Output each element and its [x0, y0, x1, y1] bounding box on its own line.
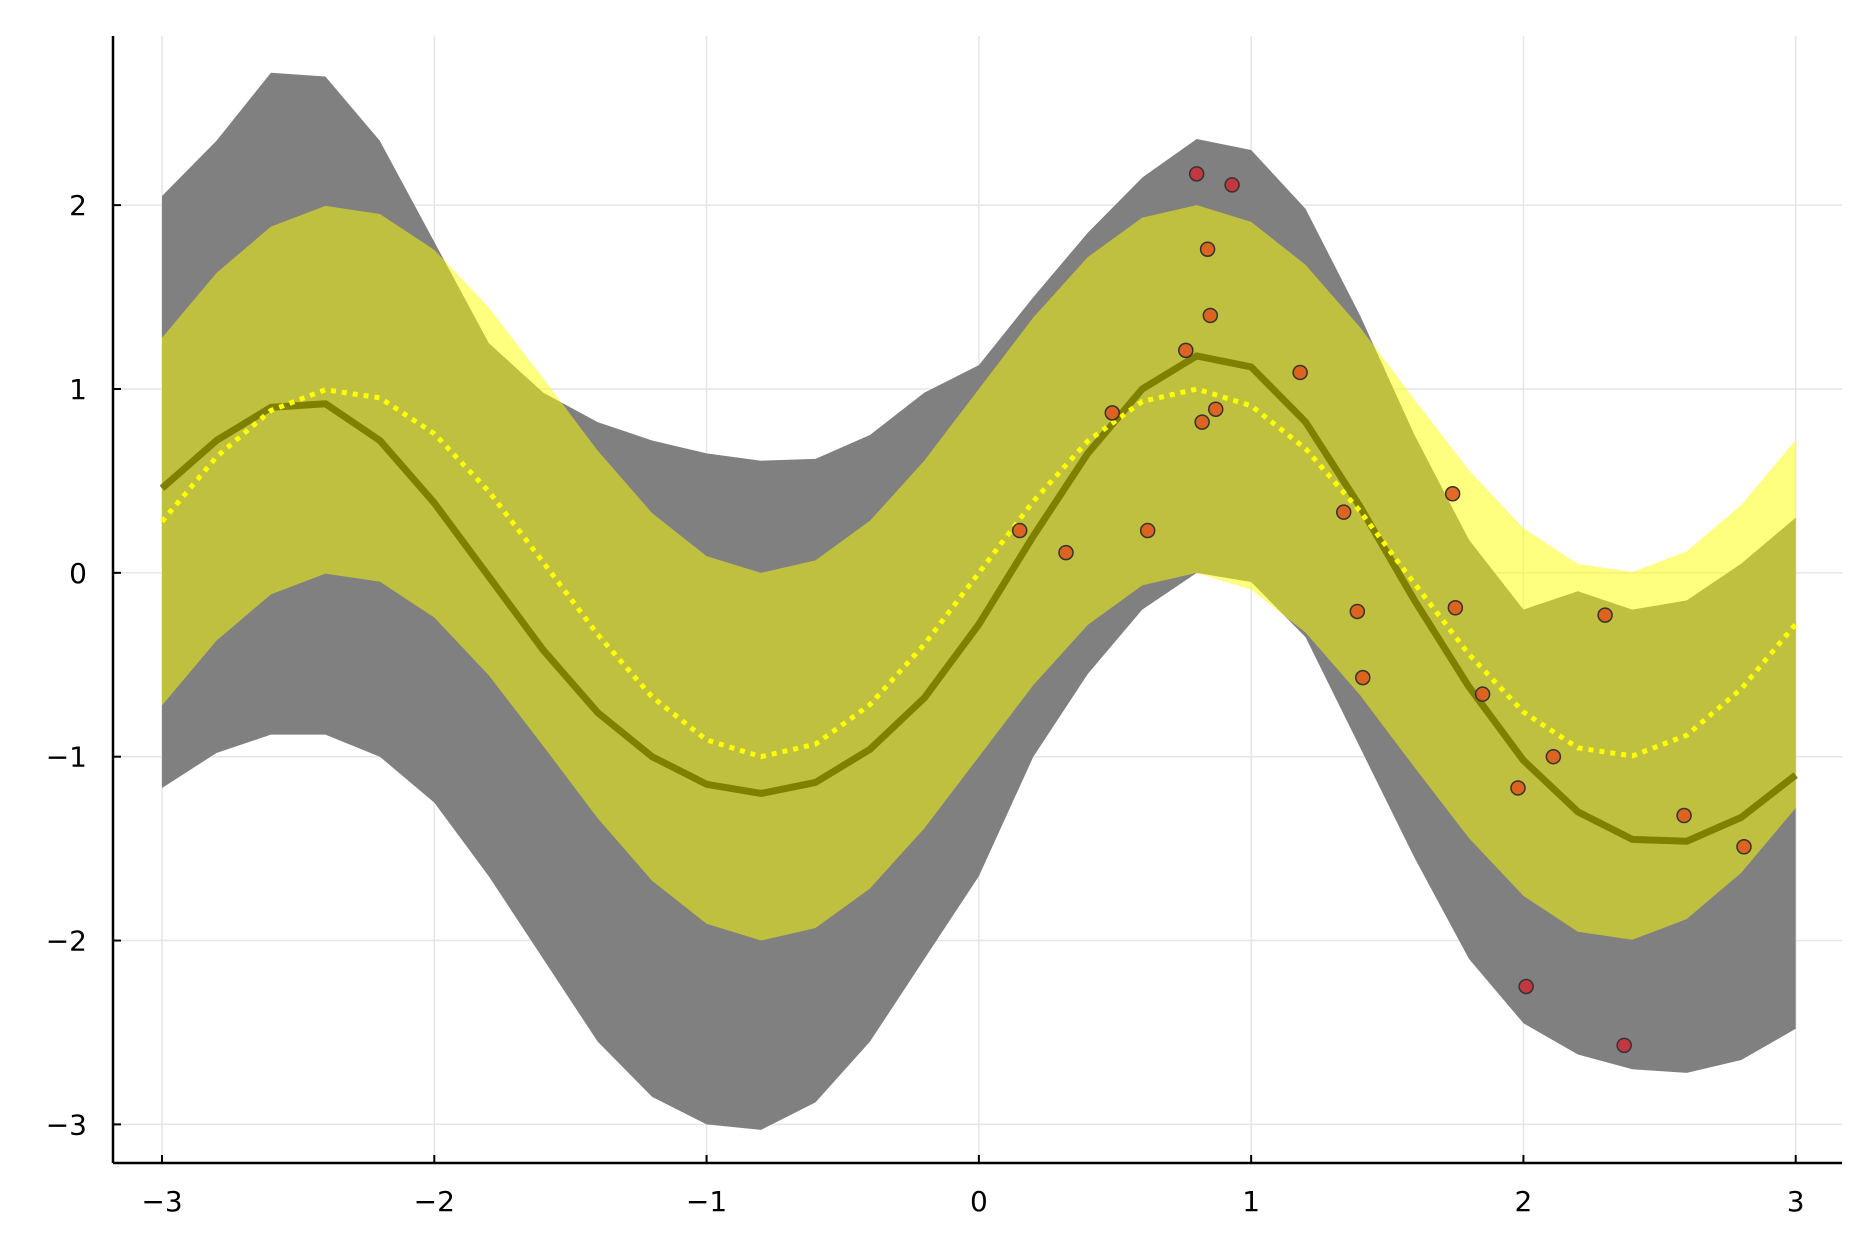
y-tick-label: −3 [46, 1108, 87, 1141]
data-point [1224, 177, 1240, 193]
data-point [1202, 307, 1219, 324]
data-point [1104, 405, 1121, 421]
data-point [1139, 522, 1156, 539]
data-point [1178, 342, 1194, 359]
confidence-band [162, 205, 1796, 941]
data-point [1199, 241, 1216, 258]
y-tick-label: −2 [46, 925, 87, 958]
data-point [1058, 544, 1074, 561]
data-point [1545, 748, 1562, 765]
y-tick-label: 1 [69, 373, 87, 406]
data-point [1349, 603, 1366, 620]
y-tick-label: −1 [46, 741, 87, 774]
data-point [1447, 600, 1464, 616]
data-point [1335, 504, 1352, 520]
data-point [1444, 486, 1461, 502]
data-point [1474, 686, 1491, 702]
data-point [1355, 669, 1371, 686]
x-tick-label: 1 [1242, 1185, 1260, 1218]
data-point [1616, 1037, 1632, 1054]
x-tick-label: −1 [686, 1185, 727, 1218]
x-tick-label: 0 [970, 1185, 988, 1218]
x-tick-label: −3 [141, 1185, 182, 1218]
data-point [1292, 364, 1308, 381]
y-tick-label: 0 [69, 557, 87, 590]
y-tick-label: 2 [69, 189, 87, 222]
data-point [1676, 807, 1692, 824]
data-point [1188, 166, 1205, 182]
x-tick-label: −2 [414, 1185, 455, 1218]
x-tick-label: 2 [1515, 1185, 1533, 1218]
data-point [1518, 978, 1534, 995]
data-point [1207, 401, 1224, 417]
line [159, 352, 1798, 845]
data-point [1510, 780, 1526, 796]
line [160, 386, 1798, 760]
x-tick-label: 3 [1787, 1185, 1805, 1218]
data-point [1194, 414, 1210, 430]
data-point [1597, 607, 1613, 623]
data-point [1011, 522, 1028, 539]
data-point [1736, 839, 1752, 855]
